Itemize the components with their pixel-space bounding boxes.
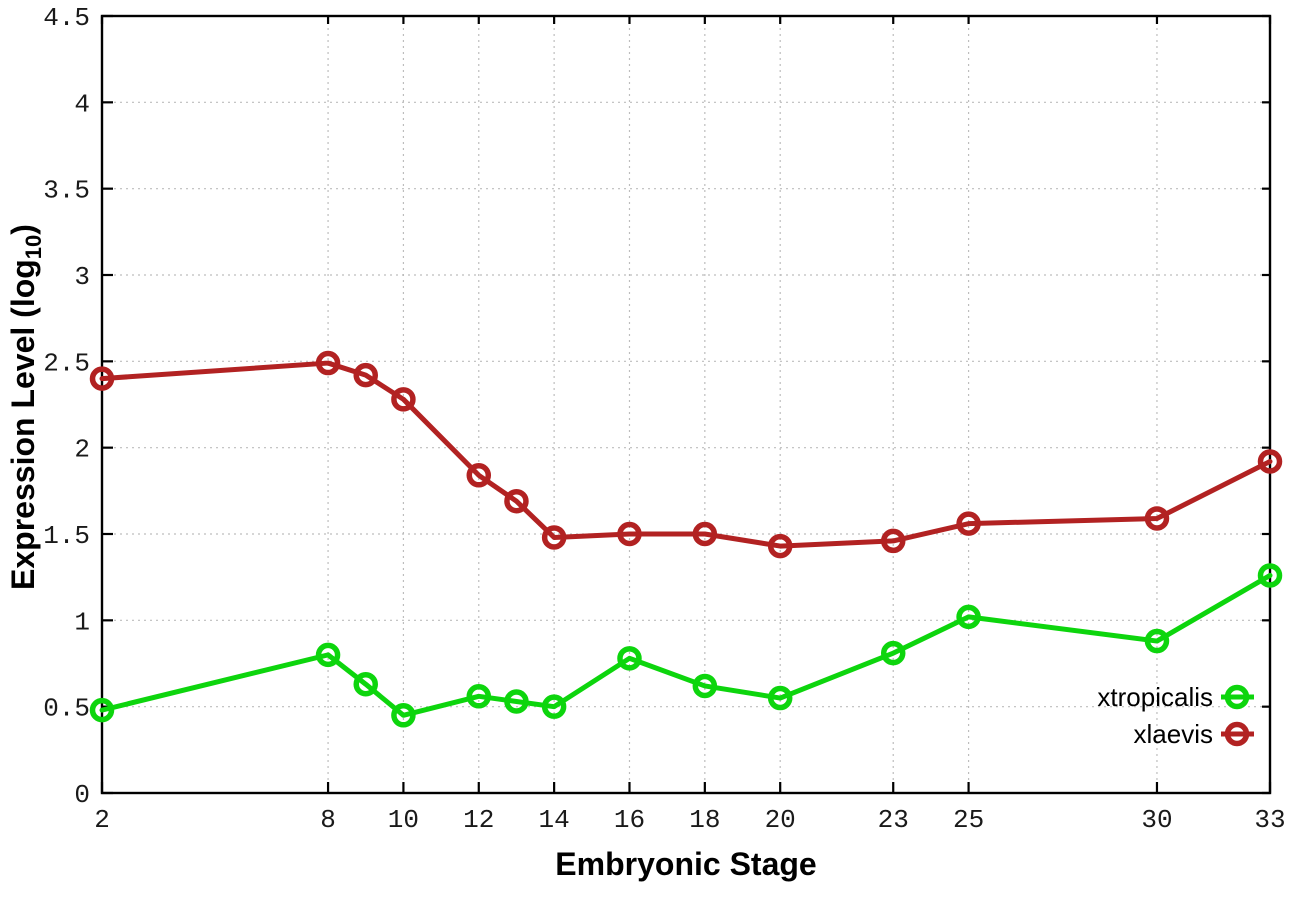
x-tick-label: 20: [765, 805, 796, 835]
data-point-marker-xlaevis: [391, 387, 416, 412]
y-tick-label: 4: [74, 89, 90, 119]
x-axis-title: Embryonic Stage: [555, 846, 817, 882]
legend-label-xtropicalis: xtropicalis: [1097, 682, 1213, 712]
y-tick-label: 3: [74, 262, 90, 292]
data-point-marker-xlaevis: [353, 362, 378, 388]
y-axis-title-main: Expression Level (log: [5, 259, 41, 590]
series-line-xtropicalis: [99, 572, 1273, 718]
x-tick-label: 33: [1254, 805, 1285, 835]
series-line-xlaevis: [99, 360, 1273, 549]
data-point-marker-xtropicalis: [89, 697, 115, 723]
y-tick-label: 2: [74, 435, 90, 465]
plot-border: [100, 14, 1272, 795]
legend-label-xlaevis: xlaevis: [1134, 719, 1213, 749]
data-point-marker-xlaevis: [466, 463, 492, 488]
data-point-marker-xtropicalis: [767, 685, 793, 711]
y-axis-title: Expression Level (log10): [5, 224, 47, 590]
data-point-marker-xlaevis: [1257, 449, 1283, 474]
data-point-marker-xtropicalis: [617, 646, 642, 671]
y-tick-label: 4.5: [43, 3, 90, 33]
x-tick-label: 2: [94, 805, 110, 835]
x-tick-label: 30: [1141, 805, 1172, 835]
data-point-marker-xtropicalis: [1144, 628, 1170, 654]
y-tick-label: 1.5: [43, 521, 90, 551]
x-tick-label: 25: [953, 805, 984, 835]
y-tick-label: 2.5: [43, 348, 90, 378]
data-point-marker-xlaevis: [541, 525, 567, 550]
x-tick-label: 14: [539, 805, 570, 835]
data-point-marker-xlaevis: [880, 528, 906, 554]
data-point-marker-xtropicalis: [1257, 563, 1283, 588]
data-point-marker-xtropicalis: [956, 604, 981, 630]
data-point-marker-xlaevis: [1144, 506, 1170, 531]
x-tick-label: 18: [689, 805, 720, 835]
data-point-marker-xlaevis: [504, 488, 529, 514]
x-tick-label: 16: [614, 805, 645, 835]
data-point-marker-xtropicalis: [541, 694, 567, 719]
data-point-marker-xtropicalis: [353, 671, 378, 697]
y-tick-label: 1: [74, 607, 90, 637]
x-tick-label: 12: [463, 805, 494, 835]
data-point-marker-xtropicalis: [391, 703, 416, 728]
data-point-marker-xtropicalis: [504, 689, 529, 714]
y-axis-title-close: ): [5, 224, 41, 235]
y-tick-label: 0.5: [43, 694, 90, 724]
data-point-marker-xlaevis: [767, 533, 793, 559]
data-point-marker-xlaevis: [956, 511, 981, 536]
legend-marker-xlaevis: [1224, 721, 1250, 747]
legend-marker-xtropicalis: [1224, 684, 1250, 710]
data-point-marker-xlaevis: [617, 521, 642, 547]
data-point-marker-xtropicalis: [880, 640, 906, 666]
data-point-marker-xtropicalis: [315, 642, 341, 668]
y-tick-label: 3.5: [43, 176, 90, 206]
data-point-marker-xlaevis: [315, 350, 341, 376]
x-tick-label: 10: [388, 805, 419, 835]
x-tick-label: 23: [878, 805, 909, 835]
data-point-marker-xlaevis: [89, 366, 115, 391]
data-point-marker-xtropicalis: [466, 684, 492, 709]
y-axis-title-subscript: 10: [21, 234, 46, 260]
y-tick-label: 0: [74, 780, 90, 810]
data-point-marker-xlaevis: [692, 521, 718, 547]
x-tick-label: 8: [320, 805, 336, 835]
data-point-marker-xtropicalis: [692, 673, 718, 699]
